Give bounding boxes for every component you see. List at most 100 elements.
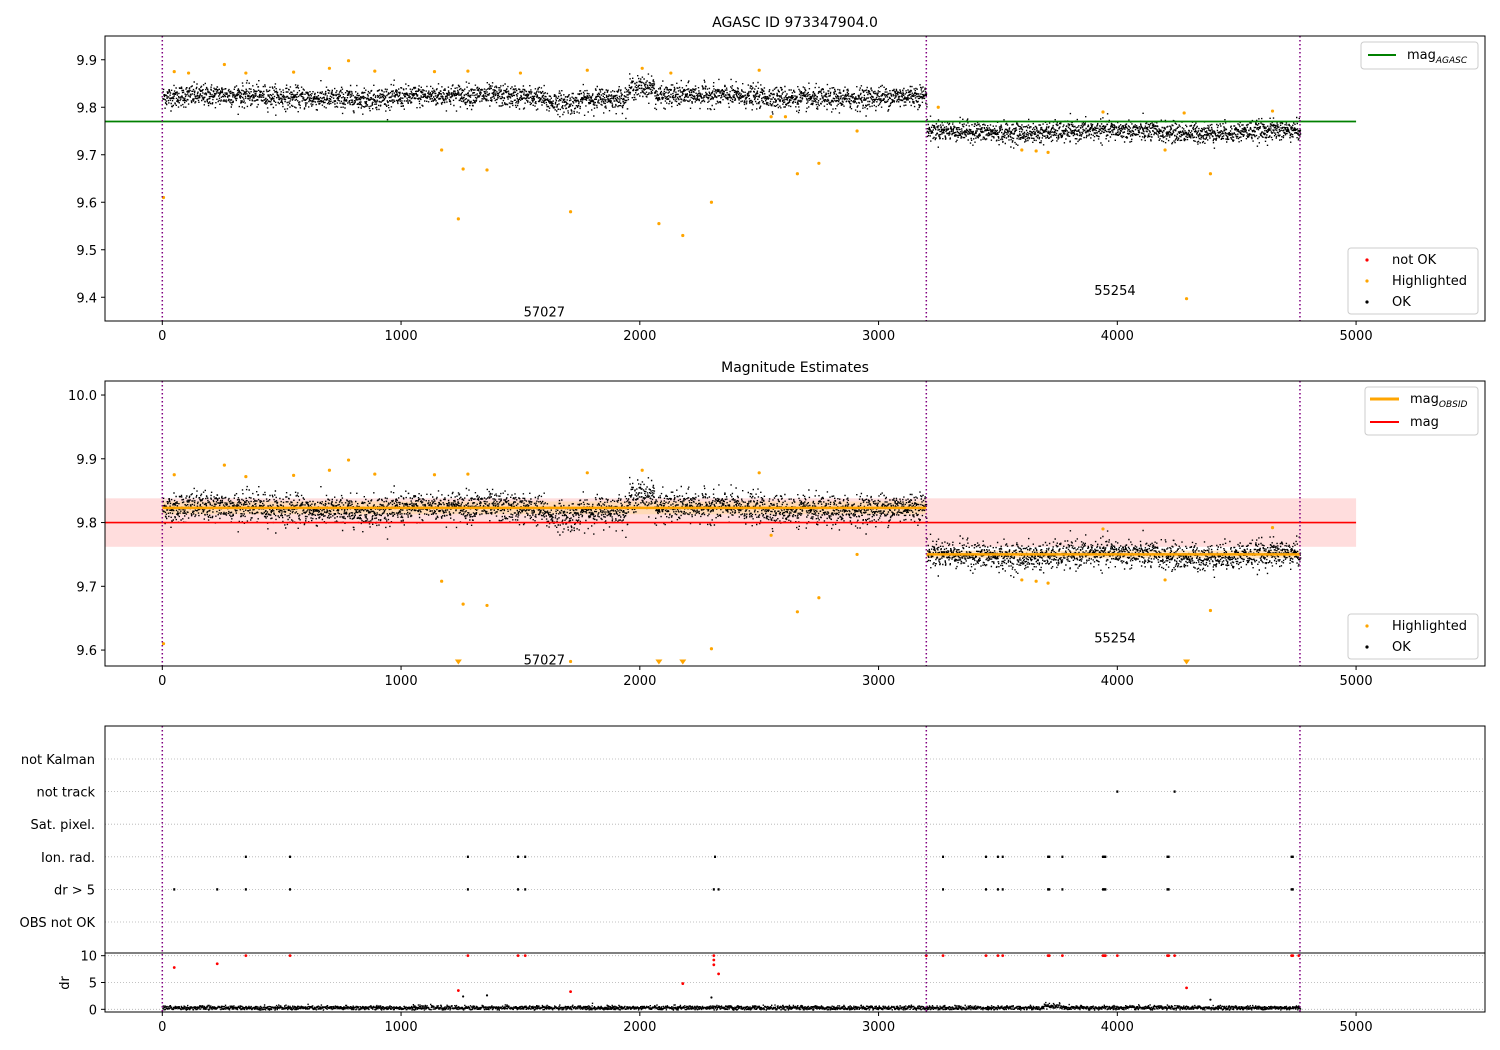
dr-not-ok-point	[1103, 954, 1107, 958]
legend-marker-highlighted	[1365, 624, 1369, 628]
dr-not-ok-point	[244, 954, 248, 958]
plot-area	[105, 381, 1357, 666]
flag-marker	[216, 888, 219, 891]
highlighted-point	[518, 71, 523, 75]
y-tick-label: 9.7	[76, 149, 97, 164]
dr-ok-points	[162, 1001, 1302, 1011]
flag-marker	[717, 888, 720, 891]
flag-marker	[1167, 855, 1170, 858]
highlighted-point	[1163, 578, 1167, 582]
flag-marker	[1061, 888, 1064, 891]
x-tick-label: 2000	[623, 329, 656, 344]
flag-marker	[996, 855, 999, 858]
flag-marker	[517, 888, 520, 891]
highlighted-point	[709, 647, 714, 651]
y-tick-label: 9.4	[76, 291, 97, 306]
flag-marker	[1047, 888, 1050, 891]
flag-marker	[1166, 855, 1169, 858]
x-tick-label: 4000	[1101, 1020, 1134, 1035]
highlighted-point	[440, 579, 444, 583]
highlighted-point	[795, 172, 799, 176]
legend-flags: Highlighted OK	[1347, 613, 1479, 660]
highlighted-point	[327, 66, 332, 70]
flag-marker	[289, 855, 292, 858]
flag-marker	[1104, 855, 1107, 858]
flag-marker	[244, 888, 247, 891]
dr-not-ok-point	[681, 982, 685, 985]
dr-axis-label: dr	[58, 976, 73, 990]
below-range-marker	[655, 659, 663, 665]
highlighted-point	[346, 59, 351, 63]
highlighted-point	[292, 473, 296, 477]
obsid-label: 55254	[1094, 284, 1135, 299]
axes-frame	[104, 725, 1486, 1013]
x-tick-label: 5000	[1340, 1020, 1373, 1035]
flag-label: Ion. rad.	[41, 851, 95, 866]
dr-ok-outlier	[485, 994, 489, 997]
highlighted-point	[709, 200, 714, 204]
ok-points	[162, 476, 1302, 578]
dr-ok-outlier	[1209, 998, 1212, 1001]
highlighted-point	[1270, 526, 1275, 530]
flag-marker	[289, 888, 292, 891]
flag-marker	[1101, 855, 1104, 858]
legend-flags: not OK Highlighted OK	[1347, 247, 1479, 315]
magnitude-estimates-panel: Magnitude Estimates 57027 55254 9.6 9.7 9.8…	[68, 360, 1486, 689]
x-tick-label: 2000	[623, 1020, 656, 1035]
dr-not-ok-point	[941, 954, 945, 958]
flag-marker	[1166, 888, 1169, 891]
x-tick-label: 5000	[1340, 674, 1373, 689]
agasc-magnitude-panel: AGASC ID 973347904.0 57027 55254 9.4 9.5 9.…	[76, 15, 1486, 344]
dr-not-ok-point	[1173, 954, 1177, 958]
dr-y-tick-label: 5	[89, 977, 97, 992]
flag-marker	[1048, 888, 1051, 891]
y-tick-label: 9.8	[76, 517, 97, 532]
flag-label: dr > 5	[54, 883, 95, 898]
highlighted-point	[161, 642, 166, 646]
flag-label: Sat. pixel.	[31, 818, 95, 833]
flag-marker	[1104, 888, 1107, 891]
highlighted-point	[855, 552, 859, 557]
highlighted-point	[1101, 527, 1105, 531]
highlighted-point	[855, 129, 859, 133]
highlighted-point	[172, 70, 176, 74]
flag-marker	[714, 855, 717, 858]
dr-not-ok-point	[466, 954, 470, 958]
legend-mag-agasc: magAGASC	[1360, 41, 1479, 70]
legend-label-ok: OK	[1392, 640, 1411, 655]
dr-y-tick-label: 10	[80, 950, 97, 965]
flag-marker	[466, 888, 469, 891]
flag-marker	[517, 855, 520, 858]
dr-not-ok-point	[996, 954, 1000, 958]
flag-marker	[1061, 855, 1064, 858]
highlighted-point	[769, 533, 773, 537]
flag-marker	[996, 888, 999, 891]
flag-marker	[1167, 888, 1170, 891]
highlighted-point	[373, 69, 377, 73]
highlighted-point	[222, 62, 226, 67]
legend-marker-ok	[1365, 645, 1369, 649]
highlighted-point	[640, 66, 644, 70]
flag-marker	[985, 855, 988, 858]
dr-not-ok-point	[569, 990, 572, 994]
y-tick-label: 10.0	[68, 389, 97, 404]
legend-label-not-ok: not OK	[1392, 253, 1437, 268]
highlighted-point	[485, 168, 489, 172]
flag-marker	[244, 855, 247, 858]
highlighted-point	[440, 148, 444, 152]
dr-not-ok-point	[1115, 954, 1119, 958]
dr-y-tick-label: 0	[89, 1003, 97, 1018]
highlighted-point	[485, 603, 489, 608]
dr-ok-outlier	[710, 996, 713, 999]
flag-marker	[942, 855, 945, 858]
y-tick-label: 9.6	[76, 644, 97, 659]
highlighted-point	[432, 473, 437, 477]
highlighted-point	[769, 115, 773, 119]
x-tick-label: 5000	[1340, 329, 1373, 344]
highlighted-point	[244, 475, 248, 479]
flag-marker	[712, 888, 715, 891]
highlighted-point	[172, 473, 176, 477]
highlighted-point	[783, 115, 788, 119]
panel-title: Magnitude Estimates	[721, 360, 869, 376]
flag-marker	[1290, 855, 1293, 858]
